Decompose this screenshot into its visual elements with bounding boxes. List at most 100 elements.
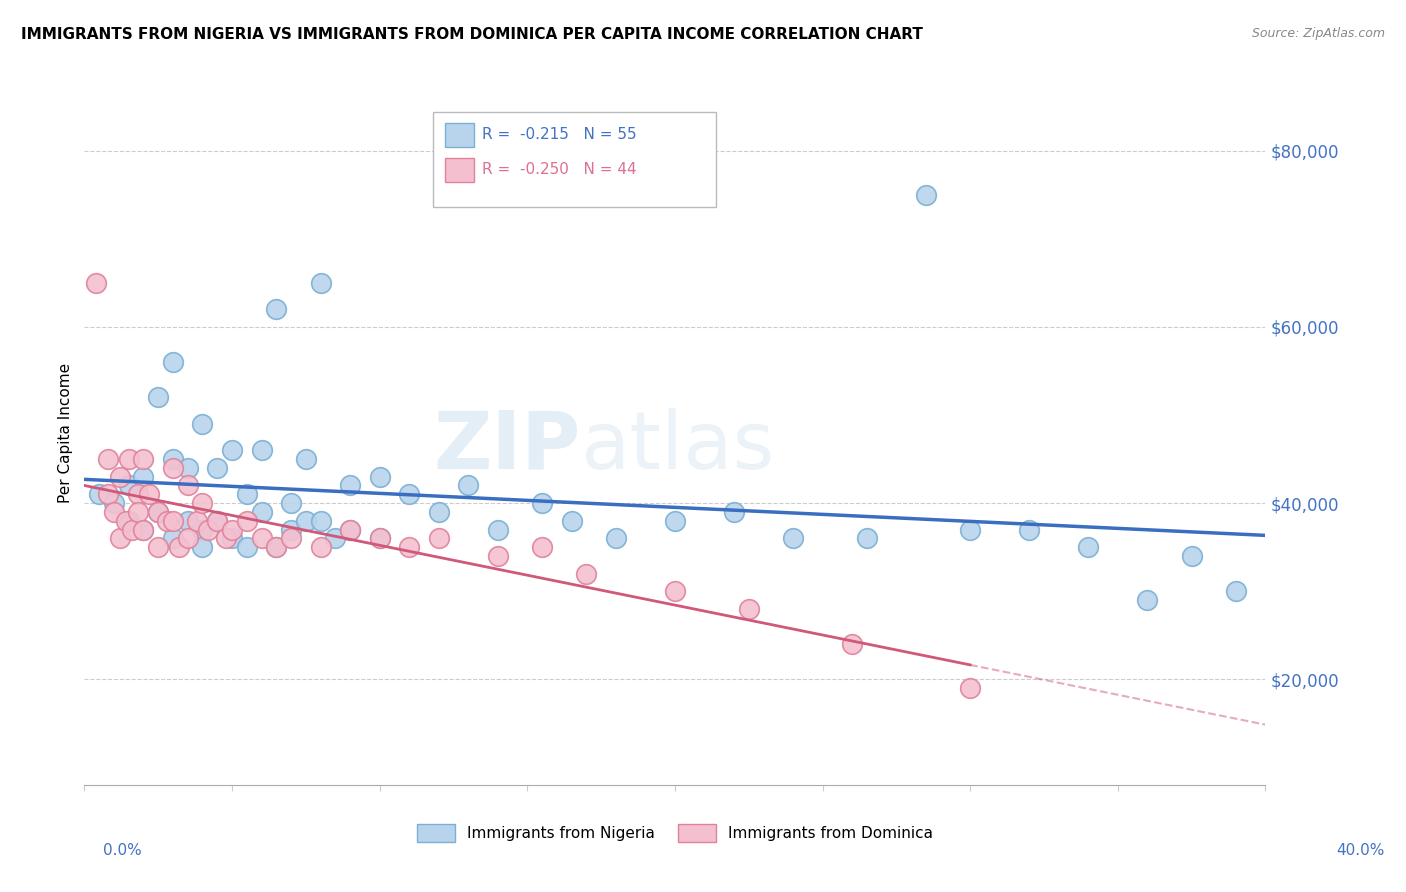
Point bbox=[84, 276, 107, 290]
Point bbox=[339, 478, 361, 492]
Point bbox=[236, 514, 259, 528]
Point bbox=[191, 523, 214, 537]
Point bbox=[1136, 593, 1159, 607]
Text: R =  -0.215   N = 55: R = -0.215 N = 55 bbox=[482, 127, 637, 142]
Point bbox=[148, 540, 170, 554]
Point bbox=[1077, 540, 1099, 554]
Text: R =  -0.250   N = 44: R = -0.250 N = 44 bbox=[482, 162, 637, 178]
Text: atlas: atlas bbox=[581, 408, 775, 486]
Point bbox=[531, 540, 554, 554]
Point bbox=[266, 540, 288, 554]
Point bbox=[664, 514, 686, 528]
Point bbox=[664, 584, 686, 599]
Point bbox=[207, 514, 229, 528]
Text: 0.0%: 0.0% bbox=[103, 843, 142, 858]
Point bbox=[398, 487, 420, 501]
Point bbox=[148, 505, 170, 519]
Point bbox=[280, 523, 302, 537]
Point bbox=[782, 532, 804, 546]
Point bbox=[162, 355, 184, 369]
Point bbox=[531, 496, 554, 510]
Point bbox=[368, 469, 391, 483]
Point bbox=[309, 514, 332, 528]
Point bbox=[167, 540, 190, 554]
Point bbox=[486, 523, 509, 537]
Point bbox=[162, 532, 184, 546]
Point bbox=[177, 478, 200, 492]
Point bbox=[97, 487, 120, 501]
Point bbox=[132, 469, 155, 483]
Point bbox=[148, 505, 170, 519]
Text: IMMIGRANTS FROM NIGERIA VS IMMIGRANTS FROM DOMINICA PER CAPITA INCOME CORRELATIO: IMMIGRANTS FROM NIGERIA VS IMMIGRANTS FR… bbox=[21, 27, 922, 42]
Point bbox=[197, 523, 219, 537]
Point bbox=[561, 514, 583, 528]
Point bbox=[250, 532, 273, 546]
Point bbox=[1018, 523, 1040, 537]
Point bbox=[138, 487, 160, 501]
Point bbox=[605, 532, 627, 546]
Point bbox=[177, 532, 200, 546]
Point bbox=[856, 532, 879, 546]
Point bbox=[325, 532, 347, 546]
Point bbox=[457, 478, 479, 492]
Point bbox=[207, 460, 229, 475]
Point bbox=[121, 523, 143, 537]
Point bbox=[236, 487, 259, 501]
Point bbox=[191, 417, 214, 431]
Point bbox=[132, 523, 155, 537]
Point bbox=[250, 443, 273, 458]
Point bbox=[280, 532, 302, 546]
Text: Source: ZipAtlas.com: Source: ZipAtlas.com bbox=[1251, 27, 1385, 40]
Point bbox=[280, 496, 302, 510]
Point bbox=[398, 540, 420, 554]
Point bbox=[191, 540, 214, 554]
Point bbox=[132, 523, 155, 537]
Point bbox=[191, 496, 214, 510]
Point bbox=[959, 523, 981, 537]
Point bbox=[215, 532, 238, 546]
Point bbox=[118, 478, 141, 492]
Point bbox=[207, 514, 229, 528]
Y-axis label: Per Capita Income: Per Capita Income bbox=[58, 362, 73, 503]
Point bbox=[177, 460, 200, 475]
Point bbox=[427, 505, 450, 519]
Point bbox=[368, 532, 391, 546]
Bar bbox=[444, 122, 474, 147]
Point bbox=[250, 505, 273, 519]
Point bbox=[132, 452, 155, 467]
Point bbox=[162, 514, 184, 528]
Point bbox=[266, 540, 288, 554]
Point bbox=[108, 532, 131, 546]
Point bbox=[162, 452, 184, 467]
Point bbox=[486, 549, 509, 563]
Point bbox=[103, 505, 125, 519]
Text: 40.0%: 40.0% bbox=[1337, 843, 1385, 858]
Point bbox=[427, 532, 450, 546]
Point bbox=[114, 514, 136, 528]
Point bbox=[295, 514, 318, 528]
Point bbox=[97, 452, 120, 467]
Point bbox=[1181, 549, 1204, 563]
Point bbox=[103, 496, 125, 510]
Point bbox=[309, 276, 332, 290]
Point bbox=[221, 443, 243, 458]
Point bbox=[841, 637, 863, 651]
Point bbox=[309, 540, 332, 554]
Point bbox=[339, 523, 361, 537]
Point bbox=[108, 469, 131, 483]
Point bbox=[186, 514, 208, 528]
Bar bbox=[444, 158, 474, 183]
Point bbox=[118, 514, 141, 528]
Point bbox=[1225, 584, 1247, 599]
Point bbox=[236, 540, 259, 554]
Point bbox=[148, 391, 170, 405]
Point bbox=[162, 460, 184, 475]
Point bbox=[295, 452, 318, 467]
Point bbox=[368, 532, 391, 546]
Point bbox=[127, 487, 149, 501]
Point bbox=[221, 523, 243, 537]
Point bbox=[156, 514, 179, 528]
FancyBboxPatch shape bbox=[433, 112, 716, 207]
Point bbox=[915, 187, 938, 202]
Point bbox=[723, 505, 745, 519]
